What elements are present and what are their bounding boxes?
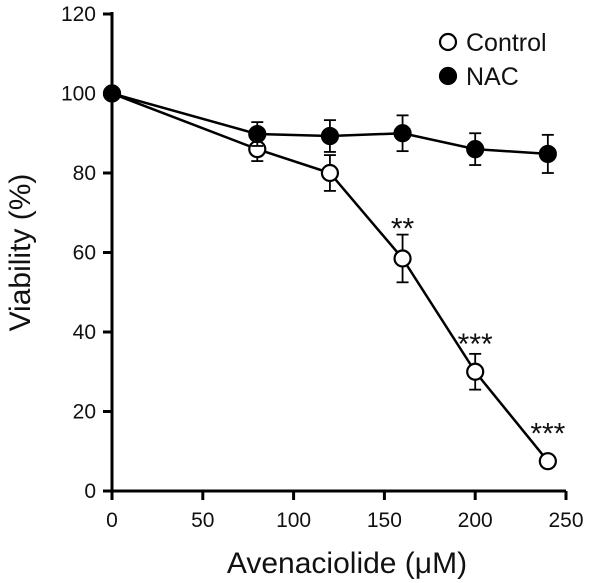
y-axis-title: Viability (%) (4, 174, 37, 332)
series-line (111, 92, 549, 462)
legend-label-nac: NAC (466, 63, 519, 91)
data-point-nac (466, 140, 485, 159)
annotations: ******** (391, 213, 566, 451)
y-tick-label: 80 (73, 162, 96, 185)
x-tick-label: 100 (276, 509, 311, 532)
data-point-control (320, 163, 340, 183)
y-tick-label: 120 (61, 3, 96, 26)
x-tick-label: 200 (458, 509, 493, 532)
y-tick-label: 40 (73, 321, 96, 344)
x-tick-label: 50 (191, 509, 214, 532)
data-point-control (466, 362, 485, 381)
series-layer (102, 84, 557, 471)
y-tick-label: 20 (73, 401, 96, 424)
legend: Control NAC (438, 29, 547, 91)
significance-label: *** (530, 417, 565, 450)
x-tick-label: 150 (367, 509, 402, 532)
significance-label: ** (391, 213, 415, 246)
y-tick-label: 60 (73, 242, 96, 265)
legend-marker-nac (438, 66, 458, 86)
data-point-nac (248, 124, 267, 144)
x-tick-label: 250 (548, 509, 583, 532)
data-point-control (538, 452, 557, 471)
legend-label-control: Control (466, 29, 547, 57)
data-point-nac (320, 126, 340, 146)
axes: 0 20 40 60 80 100 120 0 50 100 150 200 250 (61, 3, 584, 532)
x-tick-label: 0 (106, 509, 118, 532)
data-point-nac (102, 84, 122, 103)
series-line (111, 92, 548, 156)
y-tick-label: 0 (84, 480, 96, 503)
y-tick-label: 100 (61, 83, 96, 106)
series-nac (102, 84, 557, 174)
data-point-nac (538, 144, 557, 164)
data-point-control (393, 249, 412, 268)
data-point-nac (393, 124, 412, 143)
significance-label: *** (458, 328, 493, 361)
legend-marker-control (438, 32, 458, 52)
x-axis-title: Avenaciolide (μM) (227, 547, 467, 580)
